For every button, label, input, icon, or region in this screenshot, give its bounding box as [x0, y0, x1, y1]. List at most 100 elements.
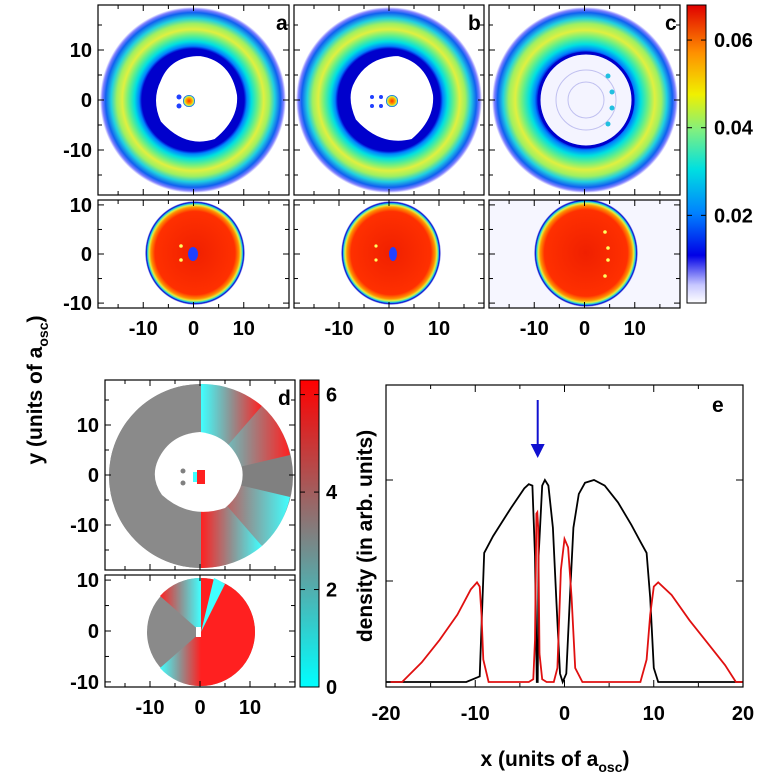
- panel-c-dot-4: [603, 274, 607, 278]
- panel-d-soliton-red: [197, 470, 205, 484]
- density-colorbar-label: 0.04: [714, 118, 754, 140]
- panel-c-dot-1: [603, 230, 607, 234]
- panel-d-disk-right: [201, 578, 255, 686]
- panel-c-noise-1: [555, 69, 617, 131]
- panel-c-dot-3: [606, 258, 610, 262]
- d-top-ytick-label: 10: [77, 415, 99, 437]
- panel-c-bottom: [489, 200, 680, 308]
- panel-b-vortex-3: [379, 95, 383, 99]
- panel-b-soliton: [386, 95, 398, 107]
- panel-a-core: [154, 53, 240, 144]
- density-colorbar: [686, 4, 707, 304]
- c-xtick-label: -10: [520, 318, 549, 340]
- panel-a-bottom: [145, 201, 245, 305]
- x-axis-title-sub: osc: [598, 759, 622, 775]
- panel-d-bottom: [147, 577, 255, 687]
- a-xtick-label: -10: [129, 318, 158, 340]
- panel-a-vortex-2: [176, 103, 182, 109]
- series-black: [386, 478, 743, 685]
- panel-c-noise-2: [567, 81, 605, 119]
- a-bottom-ytick-label: 0: [81, 244, 92, 266]
- a-top-ytick-label: -10: [63, 140, 92, 162]
- panel-c-dot-2: [606, 246, 610, 250]
- panel-e-lines: [386, 478, 743, 685]
- series-red: [390, 509, 743, 683]
- panel-b-top: [296, 7, 482, 193]
- panel-c-vortex-4: [605, 121, 611, 127]
- panel-b-dip-dot-1: [374, 244, 378, 248]
- density-colorbar-label: 0.02: [714, 205, 753, 227]
- panel-a-top: [100, 7, 286, 193]
- density-axis-title-text: density (in arb. units): [354, 430, 377, 642]
- panel-letter-d: d: [278, 387, 291, 410]
- panel-b-dip-dot-2: [374, 258, 378, 262]
- panel-b-vortex-1: [370, 95, 374, 99]
- panel-c-core: [537, 51, 635, 149]
- a-top-ytick-label: 10: [70, 40, 92, 62]
- d-top-ytick-label: -10: [70, 515, 99, 537]
- a-xtick-label: 10: [233, 318, 255, 340]
- x-axis-title-close: ): [622, 748, 629, 771]
- panel-d-disk-lobe-1: [160, 577, 201, 632]
- b-xtick-label: 0: [383, 318, 394, 340]
- a-top-ytick-label: 0: [81, 90, 92, 112]
- panel-a-vortex-1: [176, 94, 182, 100]
- panel-d-disk-lobe-2: [160, 632, 201, 687]
- panel-c-top: [492, 7, 678, 193]
- c-xtick-label: 0: [579, 318, 590, 340]
- y-axis-title: y (units of aosc): [24, 316, 51, 465]
- panel-d-vortex-1: [180, 468, 186, 474]
- c-xtick-label: 10: [624, 318, 646, 340]
- panel-letter-b: b: [468, 12, 481, 35]
- d-xtick-label: 10: [239, 697, 261, 719]
- panel-e-arrow: [530, 400, 545, 458]
- phase-colorbar-label: 4: [326, 482, 338, 504]
- panel-b-vortex-4: [379, 104, 383, 108]
- y-axis-title-sub: osc: [35, 322, 51, 346]
- phase-colorbar-label: 2: [326, 580, 337, 602]
- x-axis-title: x (units of aosc): [481, 748, 630, 775]
- d-bottom-ytick-label: -10: [70, 672, 99, 694]
- e-xtick-label: 10: [643, 703, 665, 725]
- d-bottom-ytick-label: 10: [77, 570, 99, 592]
- b-xtick-label: 10: [428, 318, 450, 340]
- d-top-ytick-label: 0: [88, 465, 99, 487]
- panel-a-soliton: [183, 95, 195, 107]
- e-xtick-label: -10: [461, 703, 490, 725]
- panel-a-dip-dot-1: [179, 244, 183, 248]
- panel-letter-a: a: [276, 12, 288, 35]
- y-axis-title-close: ): [24, 316, 47, 323]
- e-xtick-label: 20: [732, 703, 754, 725]
- x-axis-title-main: x (units of a: [481, 748, 599, 771]
- a-bottom-ytick-label: -10: [63, 293, 92, 315]
- d-bottom-ytick-label: 0: [88, 621, 99, 643]
- panel-d-bottom-notch: [196, 627, 201, 637]
- a-bottom-ytick-label: 10: [70, 195, 92, 217]
- panel-c-disk: [534, 200, 638, 307]
- panel-letter-e: e: [712, 394, 724, 417]
- panel-c-vortex-1: [605, 73, 611, 79]
- panel-e-frame: [385, 384, 744, 688]
- panel-d-disk-cyan: [201, 578, 225, 632]
- d-xtick-label: -10: [136, 697, 165, 719]
- panel-letter-c: c: [665, 12, 677, 35]
- density-axis-title: density (in arb. units): [354, 430, 377, 642]
- panel-c-vortex-2: [609, 89, 615, 95]
- panel-a-dip: [188, 247, 198, 261]
- b-xtick-label: -10: [325, 318, 354, 340]
- panel-b-dip: [389, 247, 397, 261]
- panel-c-vortex-3: [609, 105, 615, 111]
- phase-colorbar: [299, 379, 320, 688]
- phase-colorbar-label: 6: [326, 385, 337, 407]
- d-xtick-label: 0: [194, 697, 205, 719]
- svg-text:y (units of aosc): y (units of aosc): [24, 316, 51, 465]
- panel-d-soliton-cyan: [193, 472, 197, 482]
- panel-a-dip-dot-2: [179, 258, 183, 262]
- density-colorbar-label: 0.06: [714, 30, 753, 52]
- panel-b-bottom: [341, 201, 441, 305]
- e-xtick-label: 0: [559, 703, 570, 725]
- a-xtick-label: 0: [188, 318, 199, 340]
- e-xtick-label: -20: [372, 703, 401, 725]
- axis-ticks: [98, 5, 744, 688]
